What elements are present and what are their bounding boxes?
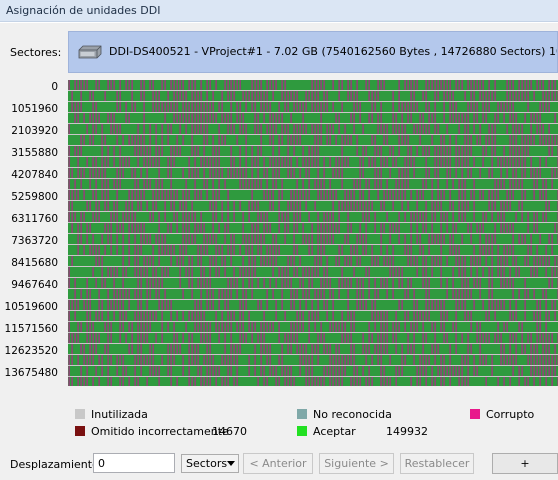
legend-label-unrecognized: No reconocida (313, 408, 392, 421)
zoom-in-button[interactable]: + (492, 453, 558, 474)
sector-offset-label: 11571560 (4, 323, 58, 335)
sector-offset-label: 9467640 (11, 279, 58, 291)
unit-select-value: Sectors (186, 457, 228, 470)
drive-description: DDI-DS400521 - VProject#1 - 7.02 GB (754… (109, 45, 557, 58)
sector-offset-label: 12623520 (4, 345, 58, 357)
title-bar: Asignación de unidades DDI (0, 0, 558, 22)
legend-swatch-unrecognized (297, 409, 307, 419)
next-button[interactable]: Siguiente > (319, 453, 394, 474)
legend-swatch-skipped (75, 426, 85, 436)
sector-offset-label: 8415680 (11, 257, 58, 269)
sector-offset-label: 6311760 (11, 213, 58, 225)
drive-info-bar[interactable]: DDI-DS400521 - VProject#1 - 7.02 GB (754… (68, 31, 558, 73)
legend-count-accepted: 149932 (386, 425, 428, 438)
unit-select[interactable]: Sectors (181, 454, 239, 473)
legend-swatch-unused (75, 409, 85, 419)
chevron-down-icon (227, 461, 235, 466)
sector-offset-label: 3155880 (11, 147, 58, 159)
sectors-label: Sectores: (10, 46, 62, 59)
offset-input[interactable] (93, 453, 175, 473)
sector-offset-label: 13675480 (4, 367, 58, 379)
legend-label-corrupt: Corrupto (486, 408, 535, 421)
previous-button[interactable]: < Anterior (243, 453, 313, 474)
legend-label-unused: Inutilizada (91, 408, 148, 421)
sector-offset-label: 5259800 (11, 191, 58, 203)
sector-offset-label: 7363720 (11, 235, 58, 247)
hard-drive-icon (78, 45, 102, 59)
offset-label: Desplazamiento (10, 458, 99, 471)
sector-offset-label: 2103920 (11, 125, 58, 137)
sector-offset-label: 10519600 (4, 301, 58, 313)
window-title: Asignación de unidades DDI (6, 4, 161, 17)
legend-swatch-accepted (297, 426, 307, 436)
legend-swatch-corrupt (470, 409, 480, 419)
legend-label-accepted: Aceptar (313, 425, 356, 438)
sector-offset-label: 1051960 (11, 103, 58, 115)
sector-offset-label: 0 (51, 81, 58, 93)
sector-cells (68, 80, 558, 386)
sector-offset-label: 4207840 (11, 169, 58, 181)
legend-label-skipped: Omitido incorrectamente (91, 425, 229, 438)
sector-map-canvas[interactable] (68, 80, 558, 386)
legend-count-skipped: 14670 (212, 425, 247, 438)
sector-map[interactable] (68, 80, 558, 386)
reset-button[interactable]: Restablecer (400, 453, 474, 474)
